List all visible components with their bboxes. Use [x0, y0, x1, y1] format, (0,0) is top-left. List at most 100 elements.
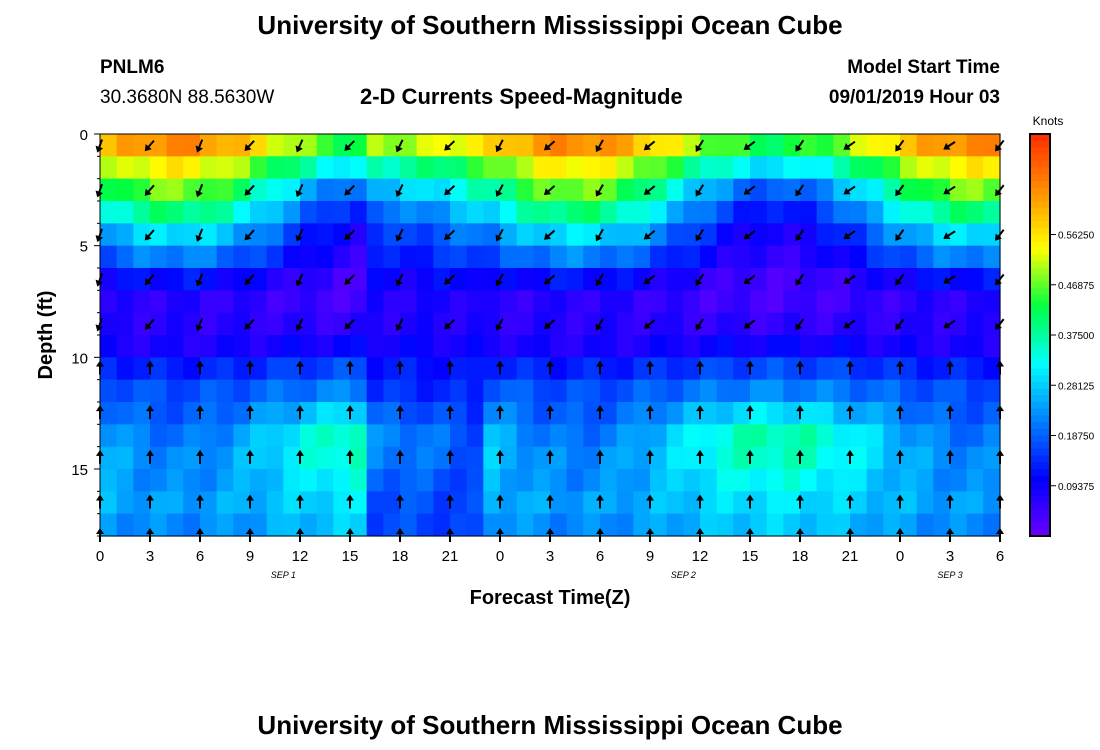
heatmap-cell [316, 513, 334, 537]
colorbar-segment [1030, 435, 1050, 443]
heatmap-cell [233, 469, 251, 492]
heatmap-cell [933, 223, 951, 247]
heatmap-cell [950, 335, 968, 358]
heatmap-cell [316, 379, 334, 403]
heatmap-cell [633, 290, 651, 314]
current-arrow [246, 494, 254, 509]
heatmap-cell [383, 245, 401, 269]
current-arrow [196, 405, 204, 420]
heatmap-cell [966, 312, 984, 336]
heatmap-cell [216, 178, 234, 202]
current-arrow [495, 184, 504, 197]
heatmap-cell [666, 491, 684, 515]
heatmap-cell [866, 134, 884, 157]
heatmap-cell [133, 134, 151, 157]
heatmap-cell [150, 134, 168, 157]
heatmap-cell [116, 469, 134, 492]
heatmap-cell [866, 201, 884, 224]
heatmap-cell [766, 134, 784, 157]
current-arrow [195, 139, 204, 153]
heatmap-cell [400, 446, 418, 470]
colorbar-segment [1030, 341, 1050, 349]
heatmap-cell [350, 335, 368, 358]
heatmap-cell [383, 312, 401, 336]
heatmap-cell [883, 245, 901, 269]
heatmap-cell [916, 134, 934, 157]
heatmap-cell [566, 245, 584, 269]
heatmap-cell [400, 335, 418, 358]
heatmap-cell [550, 290, 568, 314]
heatmap-cell [550, 335, 568, 358]
heatmap-cell [883, 335, 901, 358]
heatmap-cell [283, 268, 301, 291]
heatmap-cell [916, 245, 934, 269]
heatmap-cell [200, 446, 218, 470]
heatmap-cell [733, 446, 751, 470]
heatmap-cell [616, 513, 634, 537]
current-arrow [946, 449, 954, 464]
current-arrow [846, 405, 854, 420]
heatmap-cell [850, 379, 868, 403]
heatmap-cell [750, 402, 768, 425]
heatmap-cell [900, 357, 918, 381]
heatmap-cell [983, 134, 1001, 157]
heatmap-cell [733, 201, 751, 224]
heatmap-cell [200, 491, 218, 515]
heatmap-cell [483, 357, 501, 381]
heatmap-cell [816, 424, 834, 448]
heatmap-cell [516, 156, 534, 180]
current-arrow [144, 273, 155, 286]
current-arrow [246, 405, 254, 420]
x-tick-label: 6 [996, 548, 1004, 565]
heatmap-cell [583, 402, 601, 425]
heatmap-cell [950, 156, 968, 180]
heatmap-cell [100, 469, 118, 492]
heatmap-cell [783, 201, 801, 224]
heatmap-cell [383, 156, 401, 180]
heatmap-cell [266, 312, 284, 336]
heatmap-cell [116, 491, 134, 515]
current-arrow [743, 319, 756, 329]
heatmap-cell [183, 223, 201, 247]
heatmap-cell [450, 134, 468, 157]
heatmap-cell [416, 290, 434, 314]
current-arrow [646, 494, 654, 509]
heatmap-cell [433, 424, 451, 448]
heatmap-cell [533, 223, 551, 247]
heatmap-cell [766, 223, 784, 247]
heatmap-cell [616, 201, 634, 224]
heatmap-cell [533, 424, 551, 448]
heatmap-cell [283, 223, 301, 247]
heatmap-cell [250, 134, 268, 157]
heatmap-cell [983, 402, 1001, 425]
heatmap-cell [583, 312, 601, 336]
x-tick-label: 0 [896, 548, 904, 565]
heatmap-cell [783, 357, 801, 381]
heatmap-cell [700, 134, 718, 157]
heatmap-cell [950, 178, 968, 202]
heatmap-cell [683, 357, 701, 381]
heatmap-cell [133, 446, 151, 470]
heatmap-cell [900, 312, 918, 336]
heatmap-cell [133, 469, 151, 492]
heatmap-cell [600, 134, 618, 157]
colorbar-segment [1030, 422, 1050, 430]
heatmap-cell [316, 402, 334, 425]
heatmap-cell [666, 201, 684, 224]
heatmap-cell [783, 290, 801, 314]
colorbar-segment [1030, 482, 1050, 490]
heatmap-cell [766, 379, 784, 403]
heatmap-cell [533, 469, 551, 492]
colorbar-segment [1030, 321, 1050, 329]
current-arrow [946, 360, 954, 375]
heatmap-cell [783, 446, 801, 470]
heatmap-cell [500, 469, 518, 492]
heatmap-cell [400, 178, 418, 202]
heatmap-cell [316, 469, 334, 492]
heatmap-cell [933, 379, 951, 403]
heatmap-cell [466, 379, 484, 403]
heatmap-cell [583, 223, 601, 247]
heatmap-cell [883, 178, 901, 202]
heatmap-cell [250, 491, 268, 515]
colorbar-segment [1030, 388, 1050, 396]
